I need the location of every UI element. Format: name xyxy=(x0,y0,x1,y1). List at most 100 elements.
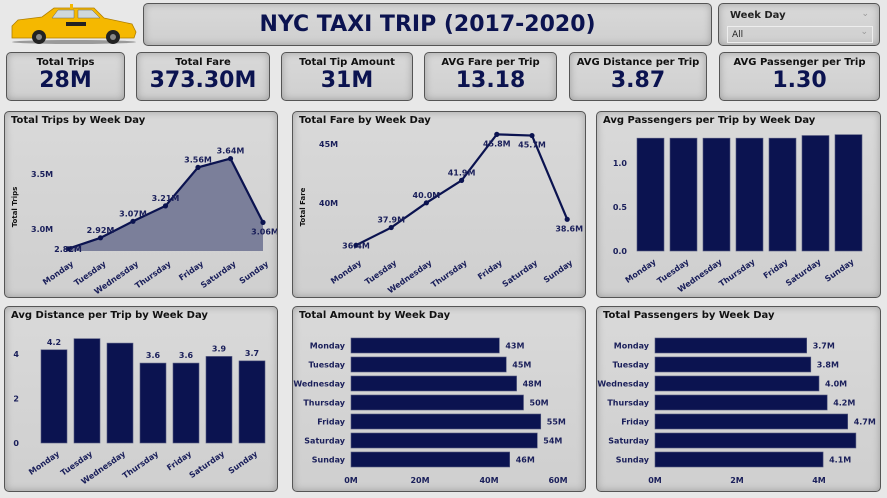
bar xyxy=(654,337,807,354)
data-label: 50M xyxy=(530,399,549,408)
x-tick-label: Sunday xyxy=(238,259,271,286)
bar xyxy=(350,432,538,449)
bar xyxy=(139,362,167,444)
kpi-label: Total Trips xyxy=(36,57,95,68)
bar xyxy=(654,356,812,373)
x-tick-label: Monday xyxy=(27,449,62,477)
bar xyxy=(654,375,820,392)
bar xyxy=(73,338,101,444)
y-tick-label: 40M xyxy=(319,199,338,208)
data-label: 45.7M xyxy=(518,141,546,150)
kpi-total-fare: Total Fare 373.30M xyxy=(136,52,270,101)
data-label: 4.2 xyxy=(47,338,61,347)
bar xyxy=(654,413,848,430)
bar xyxy=(205,356,233,444)
x-tick-label: Monday xyxy=(41,259,76,287)
kpi-value: 31M xyxy=(320,68,374,93)
data-label: 40.0M xyxy=(413,191,441,200)
taxi-logo xyxy=(11,4,137,44)
y-tick-label: Sunday xyxy=(616,456,650,465)
data-label: 3.64M xyxy=(217,147,245,156)
x-tick-label: Saturday xyxy=(784,257,823,288)
data-label: 4.7M xyxy=(854,418,876,427)
chart-svg: Total Trips3.0M3.5M2.82MMonday2.92MTuesd… xyxy=(11,147,278,297)
chart-avg-passengers[interactable]: 0.0 0.5 1.0 Monday Tuesday Wednesday Thursday F… xyxy=(596,111,881,298)
y-tick-label: Wednesday xyxy=(597,380,649,389)
chart-svg: 0M 20M 40M 60M Monday 43M Tuesday 45M Wednesday 4… xyxy=(293,337,568,485)
bar xyxy=(654,394,828,411)
y-tick-label: 3.0M xyxy=(31,225,53,234)
y-tick-label: 0.0 xyxy=(613,247,628,256)
chevron-down-icon[interactable]: ⌄ xyxy=(861,9,869,19)
y-tick-label: 0 xyxy=(13,439,19,448)
data-point xyxy=(97,235,104,241)
chart-total-trips[interactable]: Total Trips 3.0M 3.5M 2.82M Monday 2.92M Tuesd… xyxy=(4,111,278,298)
bar xyxy=(350,356,507,373)
y-tick-label: Saturday xyxy=(608,437,650,446)
data-label: 3.7M xyxy=(813,342,835,351)
bar xyxy=(654,432,857,449)
x-tick-label: Saturday xyxy=(199,259,238,290)
y-tick-label: Saturday xyxy=(304,437,346,446)
chart-title: Total Fare by Week Day xyxy=(299,115,431,126)
y-axis-title: Total Trips xyxy=(11,187,19,228)
chart-avg-distance[interactable]: 0 2 4 4.2 Monday Tuesday Wednesday 3.6 Thursday 3… xyxy=(4,306,278,492)
chart-total-amount[interactable]: 0M 20M 40M 60M Monday 43M Tuesday 45M Wednesday 4… xyxy=(292,306,586,492)
data-label: 43M xyxy=(505,342,524,351)
weekday-dropdown[interactable]: All ⌄ xyxy=(727,26,873,43)
data-label: 3.6 xyxy=(146,351,161,360)
data-label: 3.07M xyxy=(119,209,147,218)
data-label: 3.6 xyxy=(179,351,194,360)
data-point xyxy=(494,131,500,137)
data-label: 4.2M xyxy=(833,399,855,408)
y-tick-label: Sunday xyxy=(312,456,346,465)
x-tick-label: Sunday xyxy=(227,449,260,476)
bar xyxy=(350,394,524,411)
bar xyxy=(669,137,698,252)
y-tick-label: Friday xyxy=(621,418,650,427)
data-point xyxy=(423,200,429,206)
x-tick-label: Monday xyxy=(329,258,364,286)
kpi-total-trips: Total Trips 28M xyxy=(6,52,125,101)
data-label: 45M xyxy=(512,361,531,370)
x-tick-label: Thursday xyxy=(429,258,469,290)
weekday-slicer[interactable]: Week Day ⌄ All ⌄ xyxy=(718,3,880,46)
x-tick-label: Sunday xyxy=(542,258,575,285)
data-point xyxy=(65,246,71,252)
bar xyxy=(350,451,510,468)
x-tick-label: 60M xyxy=(548,476,567,485)
data-point xyxy=(227,156,234,162)
kpi-value: 13.18 xyxy=(455,68,526,93)
kpi-label: AVG Distance per Trip xyxy=(576,57,700,68)
chart-total-passengers[interactable]: 0M 2M 4M Monday 3.7M Tuesday 3.8M Wednesday 4.0M… xyxy=(596,306,881,492)
bar xyxy=(636,137,665,252)
kpi-label: AVG Passenger per Trip xyxy=(733,57,866,68)
x-tick-label: Friday xyxy=(762,257,791,281)
bar xyxy=(768,137,797,252)
bar xyxy=(702,137,731,252)
kpi-label: Total Tip Amount xyxy=(299,57,395,68)
x-tick-label: 4M xyxy=(812,476,826,485)
x-tick-label: 20M xyxy=(410,476,429,485)
data-point xyxy=(130,218,136,224)
y-tick-label: Tuesday xyxy=(612,361,649,370)
data-point xyxy=(459,177,465,183)
data-label: 41.9M xyxy=(448,168,476,177)
chart-total-fare[interactable]: Total Fare 40M 45M 36.4M Monday 37.9M Tuesday 4… xyxy=(292,111,586,298)
chart-title: Avg Passengers per Trip by Week Day xyxy=(603,115,816,126)
x-tick-label: Friday xyxy=(177,259,206,283)
kpi-avg-fare: AVG Fare per Trip 13.18 xyxy=(424,52,557,101)
data-label: 38.6M xyxy=(555,224,583,233)
x-tick-label: Saturday xyxy=(188,449,227,480)
chart-svg: Total Fare 40M45M36.4MMonday37.9MTuesday4… xyxy=(299,131,583,295)
data-label: 46M xyxy=(516,456,535,465)
data-label: 3.06M xyxy=(251,227,278,236)
data-label: 54M xyxy=(543,437,562,446)
data-label: 4.1M xyxy=(829,456,851,465)
bar xyxy=(350,375,517,392)
data-point xyxy=(353,242,359,248)
kpi-value: 1.30 xyxy=(772,68,827,93)
data-label: 3.21M xyxy=(152,194,180,203)
x-tick-label: Saturday xyxy=(501,258,540,289)
